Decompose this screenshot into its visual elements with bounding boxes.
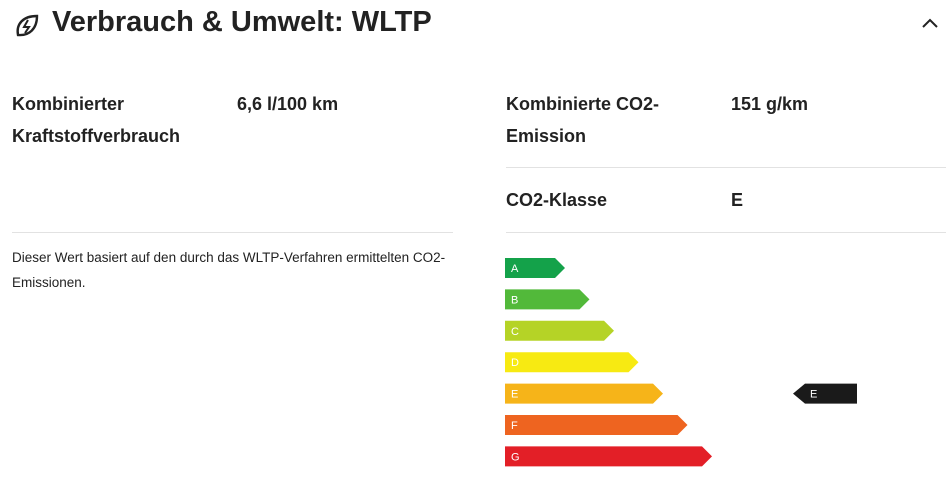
class-letter: D xyxy=(511,357,519,369)
class-bar xyxy=(505,320,614,341)
note: Dieser Wert basiert auf den durch das WL… xyxy=(12,250,446,290)
spec-label: Kombinierte CO2-Emission xyxy=(506,94,660,146)
class-letter: C xyxy=(511,326,519,338)
class-bar xyxy=(505,352,639,373)
divider xyxy=(506,167,946,168)
section-title: Verbrauch & Umwelt: WLTP xyxy=(52,6,432,38)
divider xyxy=(506,232,946,233)
class-letter: B xyxy=(511,294,518,306)
class-bar xyxy=(505,258,565,278)
spec-label: Kombinierter Kraftstoffverbrauch xyxy=(12,94,181,146)
collapse-chevron[interactable] xyxy=(920,16,940,30)
class-bar xyxy=(505,383,663,404)
class-letter: F xyxy=(511,420,518,432)
current-letter: E xyxy=(810,389,817,401)
divider xyxy=(12,232,453,233)
class-bar xyxy=(505,415,688,435)
spec-value: E xyxy=(731,190,744,210)
class-letter: E xyxy=(511,389,518,401)
spec-value: 151 g/km xyxy=(731,94,809,114)
class-bar xyxy=(505,446,712,467)
class-bar xyxy=(505,289,590,310)
spec-value: 6,6 l/100 km xyxy=(237,94,339,114)
current-marker xyxy=(793,383,857,404)
class-letter: G xyxy=(511,451,520,463)
class-letter: A xyxy=(511,263,519,275)
spec-label: CO2-Klasse xyxy=(506,190,608,210)
leaf-icon xyxy=(16,14,39,37)
